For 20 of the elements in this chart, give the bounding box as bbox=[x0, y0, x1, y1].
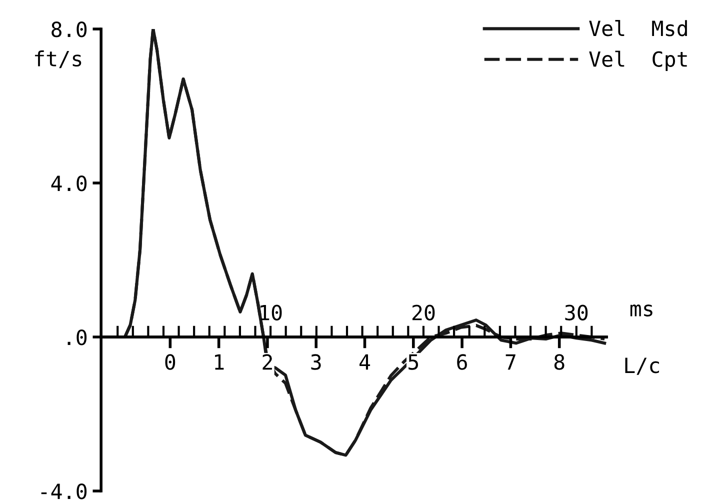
legend-label: Vel Cpt bbox=[589, 50, 687, 71]
x2-tick-label: 30 bbox=[565, 304, 588, 320]
x-tick-label: 7 bbox=[506, 354, 516, 370]
y-tick-label: .0 bbox=[68, 330, 87, 346]
y-axis-title: ft/s bbox=[35, 50, 82, 68]
x-tick-label: 4 bbox=[360, 354, 370, 370]
x-tick-label: 1 bbox=[215, 354, 224, 370]
y-tick-label: -4.0 bbox=[41, 484, 87, 500]
x-tick-label: 5 bbox=[408, 354, 418, 370]
x2-tick-label: 10 bbox=[260, 304, 282, 320]
x2-tick-label: 20 bbox=[412, 304, 435, 320]
x-tick-label: 6 bbox=[457, 354, 467, 370]
legend-label: Vel Msd bbox=[589, 20, 687, 36]
x-axis-title: L/c bbox=[625, 358, 659, 375]
x-tick-label: 3 bbox=[311, 354, 321, 370]
y-tick-label: 4.0 bbox=[51, 176, 87, 192]
y-tick-label: 8.0 bbox=[52, 22, 87, 38]
x-tick-label: 0 bbox=[165, 354, 176, 370]
x2-axis-title: ms bbox=[630, 304, 652, 317]
x-tick-label: 8 bbox=[554, 354, 564, 370]
